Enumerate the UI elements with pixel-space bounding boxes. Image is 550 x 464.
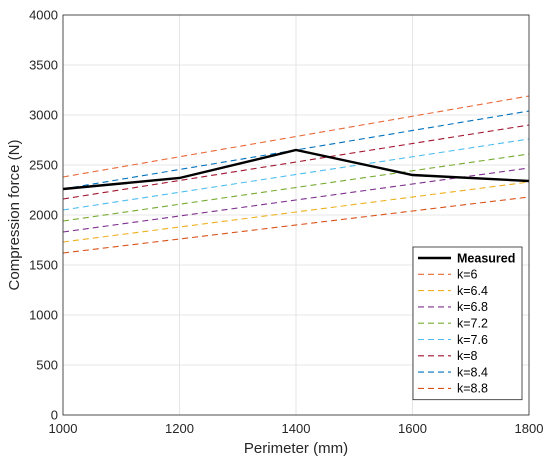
y-tick-label: 3500	[29, 58, 58, 73]
legend-label: k=8	[457, 349, 478, 363]
y-tick-label: 2500	[29, 158, 58, 173]
series-line-k-7-6	[62, 138, 530, 211]
x-tick-label: 1400	[282, 421, 311, 436]
x-tick-label: 1800	[515, 421, 544, 436]
series-lines	[62, 95, 530, 254]
legend-label: k=6.4	[457, 284, 488, 298]
y-ticks: 0 500 1000 1500 2000 2500 3000 3500 4000	[29, 8, 58, 423]
y-tick-label: 1000	[29, 308, 58, 323]
y-tick-label: 1500	[29, 258, 58, 273]
y-tick-label: 500	[36, 358, 58, 373]
series-line-k-8	[62, 124, 530, 200]
x-tick-label: 1600	[398, 421, 427, 436]
series-line-k-6-4	[62, 181, 530, 243]
series-line-k-6	[62, 95, 530, 178]
legend-label: Measured	[457, 251, 515, 265]
legend-label: k=8.8	[457, 382, 488, 396]
legend-label: k=7.2	[457, 317, 488, 331]
x-tick-label: 1000	[49, 421, 78, 436]
legend-label: k=6	[457, 268, 478, 282]
x-tick-label: 1200	[165, 421, 194, 436]
series-line-k-6-8	[62, 167, 530, 233]
series-line-k-8-8	[62, 196, 530, 254]
plot-frame	[62, 14, 530, 416]
y-tick-label: 0	[51, 408, 58, 423]
legend: Measured k=6 k=6.4 k=6.8 k=7.2 k=7.6 k=8 k=8.4 k…	[412, 246, 523, 401]
legend-label: k=6.8	[457, 300, 488, 314]
x-ticks: 1000 1200 1400 1600 1800	[49, 421, 544, 436]
series-line-k-7-2	[62, 153, 530, 222]
series-line-measured	[62, 148, 530, 191]
y-tick-label: 4000	[29, 8, 58, 23]
y-tick-label: 2000	[29, 208, 58, 223]
y-tick-label: 3000	[29, 108, 58, 123]
series-line-k-8-4	[62, 110, 530, 190]
legend-label: k=7.6	[457, 333, 488, 347]
x-axis-label: Perimeter (mm)	[244, 440, 348, 457]
y-axis-label: Compression force (N)	[6, 140, 23, 291]
legend-label: k=8.4	[457, 365, 488, 379]
